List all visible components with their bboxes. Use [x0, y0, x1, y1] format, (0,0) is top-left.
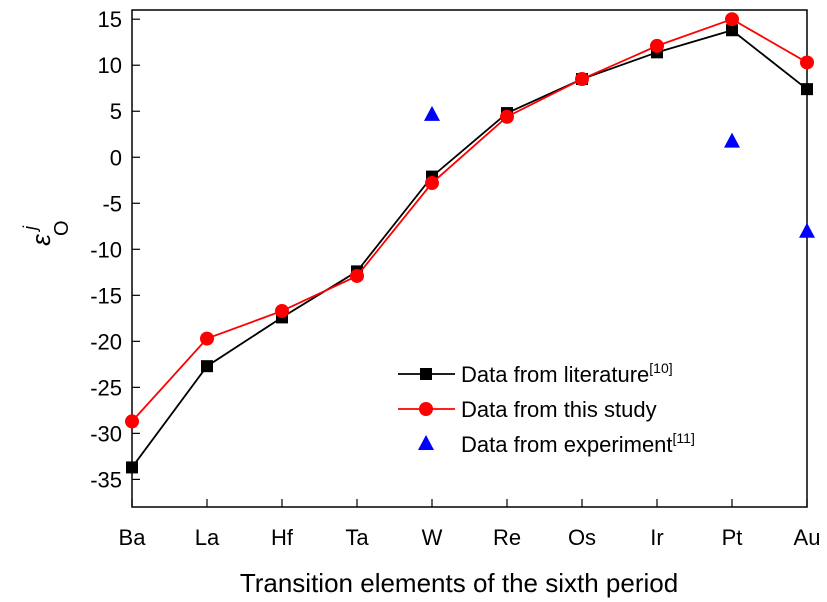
y-axis-label-superscript: j	[20, 225, 40, 233]
x-tick-label: Hf	[271, 525, 294, 550]
y-axis-label-symbol: ε	[26, 234, 56, 246]
circle-marker	[500, 109, 514, 124]
x-tick-label: Ta	[345, 525, 369, 550]
y-tick-label: 10	[98, 53, 122, 78]
legend-label: Data from experiment[11]	[461, 430, 695, 457]
circle-marker	[575, 72, 589, 87]
circle-marker	[200, 331, 214, 346]
triangle-marker	[424, 105, 440, 121]
circle-marker	[419, 402, 433, 416]
y-tick-label: -25	[90, 375, 122, 400]
square-marker	[126, 461, 138, 474]
circle-marker	[425, 176, 439, 191]
legend: Data from literature[10] Data from this s…	[398, 360, 695, 457]
x-tick-label: Au	[794, 525, 821, 550]
x-tick-label: Re	[493, 525, 521, 550]
y-tick-label: -20	[90, 329, 122, 354]
legend-label: Data from literature[10]	[461, 360, 673, 387]
square-marker	[420, 368, 432, 380]
y-axis: -35 -30 -25 -20 -15 -10 -5 0 5 10 15	[90, 7, 140, 492]
circle-marker	[350, 268, 364, 283]
x-axis: Ba La Hf Ta W Re Os Ir Pt Au	[119, 499, 821, 550]
y-axis-label: ε O j	[20, 220, 73, 245]
circle-marker	[275, 303, 289, 318]
y-tick-label: -35	[90, 467, 122, 492]
triangle-marker	[799, 222, 815, 238]
y-tick-label: -15	[90, 283, 122, 308]
x-tick-label: Ba	[119, 525, 147, 550]
y-tick-label: -10	[90, 237, 122, 262]
x-tick-label: Os	[568, 525, 596, 550]
x-axis-label: Transition elements of the sixth period	[240, 568, 678, 598]
y-tick-label: 5	[110, 99, 122, 124]
legend-reference: [10]	[649, 360, 672, 376]
y-tick-label: 15	[98, 7, 122, 32]
series-2	[424, 105, 815, 238]
legend-reference: [11]	[673, 430, 695, 446]
circle-marker	[125, 414, 139, 429]
plot-frame	[131, 9, 808, 508]
square-marker	[201, 360, 213, 373]
series-line	[131, 18, 808, 423]
triangle-marker	[724, 132, 740, 148]
series-1	[125, 12, 814, 429]
y-tick-label: -5	[102, 191, 122, 216]
square-marker	[726, 24, 738, 37]
circle-marker	[725, 12, 739, 27]
square-marker	[801, 83, 813, 96]
circle-marker	[800, 55, 814, 70]
y-tick-label: -30	[90, 421, 122, 446]
y-axis-label-subscript: O	[51, 220, 73, 236]
y-tick-label: 0	[110, 145, 122, 170]
x-tick-label: La	[195, 525, 220, 550]
x-tick-label: W	[422, 525, 443, 550]
legend-label: Data from this study	[461, 397, 657, 422]
x-tick-label: Pt	[722, 525, 743, 550]
triangle-marker	[418, 435, 434, 450]
x-tick-label: Ir	[650, 525, 663, 550]
circle-marker	[650, 38, 664, 53]
series-group	[125, 12, 815, 474]
series-line	[131, 29, 808, 468]
